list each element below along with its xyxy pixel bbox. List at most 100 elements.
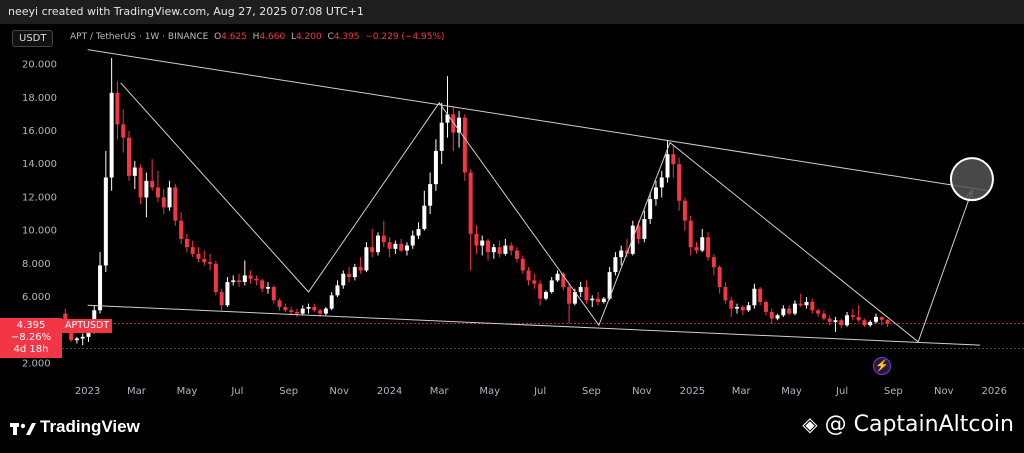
price-chart[interactable]: 2.0004.0006.0008.00010.00012.00014.00016… [0,0,1024,410]
candle-body [798,303,803,306]
candle-body [769,311,774,319]
candle-body [636,225,641,239]
candle-body [497,247,502,254]
candle-body [144,180,149,198]
candle-body [260,280,265,289]
candle-body [775,315,780,319]
candle-body [283,306,288,311]
binance-diamond-icon: ◈ [802,412,818,436]
candle-body [109,92,114,178]
x-tick-label: Sep [884,386,903,397]
candle-body [399,243,404,251]
x-tick-label: Sep [582,386,601,397]
candle-body [352,267,357,278]
candle-body [347,273,352,278]
candle-body [300,308,305,314]
x-tick-label: 2026 [982,386,1007,397]
candle-body [717,267,722,288]
candle-body [115,92,120,125]
candle-body [555,273,560,281]
candle-body [393,243,398,249]
candle-body [294,311,299,314]
candle-body [584,287,589,301]
candle-body [549,280,554,293]
candle-body [439,122,444,151]
legend-h-label: H [252,32,260,42]
candle-body [387,242,392,249]
candle-body [694,247,699,251]
candle-body [312,306,317,311]
candle-body [138,167,143,198]
candle-body [167,187,172,208]
candle-body [740,306,745,311]
candle-body [711,257,716,268]
candle-body [451,114,456,133]
candle-body [213,263,218,293]
candle-body [103,177,108,266]
x-tick-label: Nov [632,386,652,397]
currency-badge[interactable]: USDT [12,30,54,47]
candle-body [827,318,832,322]
candle-body [74,338,79,341]
candle-body [376,235,380,253]
candle-body [202,258,207,263]
candle-body [225,282,230,306]
candle-body [677,164,682,201]
y-tick-label: 8.000 [22,259,51,270]
x-tick-label: Sep [279,386,298,397]
candle-body [422,205,427,229]
candle-body [816,310,821,314]
symbol-price-tag: APTUSDT [62,319,113,333]
candle-body [289,310,294,312]
x-tick-label: Jul [230,386,243,397]
candle-body [428,184,433,206]
candle-body [648,199,653,219]
lightning-icon[interactable]: ⚡ [873,357,891,375]
candle-body [526,270,531,281]
x-tick-label: May [781,386,802,397]
candle-body [381,235,386,243]
candle-body [792,303,797,314]
y-tick-label: 6.000 [22,292,51,303]
candle-body [306,306,311,309]
candle-body [161,197,166,208]
x-tick-label: Mar [127,386,147,397]
candle-body [735,306,740,309]
ohlc-legend: APT / TetherUS · 1W · BINANCE O4.625 H4.… [70,32,445,42]
legend-change: −0.229 (−4.95%) [365,32,445,42]
candle-body [682,200,687,221]
candle-body [98,265,103,311]
target-circle [949,157,994,202]
candle-body [781,308,786,316]
y-tick-label: 16.000 [22,126,57,137]
x-tick-label: 2024 [377,386,402,397]
candle-body [155,187,160,198]
candle-body [543,292,548,299]
candle-body [231,280,236,283]
candle-body [746,305,751,311]
footer-bar [0,410,1024,453]
legend-symbol: APT / TetherUS · 1W · BINANCE [70,32,209,42]
candle-body [630,225,635,254]
candle-body [723,287,728,301]
legend-close: 4.395 [333,32,360,42]
candle-body [729,300,734,309]
chart-area[interactable] [0,24,1024,410]
candle-body [323,308,328,314]
candle-body [856,316,861,321]
candle-body [173,187,178,221]
candle-body [850,315,855,317]
x-tick-label: Nov [934,386,954,397]
candle-body [410,235,415,246]
candle-body [561,273,566,288]
y-tick-label: 18.000 [22,93,57,104]
candle-body [184,238,189,248]
credit-bar: neeyi created with TradingView.com, Aug … [0,0,1024,24]
candle-body [532,280,537,284]
candle-body [671,154,676,165]
candle-body [480,240,485,246]
candle-body [254,278,259,281]
candle-body [520,258,525,271]
candle-body [763,301,768,312]
candle-body [868,321,873,326]
